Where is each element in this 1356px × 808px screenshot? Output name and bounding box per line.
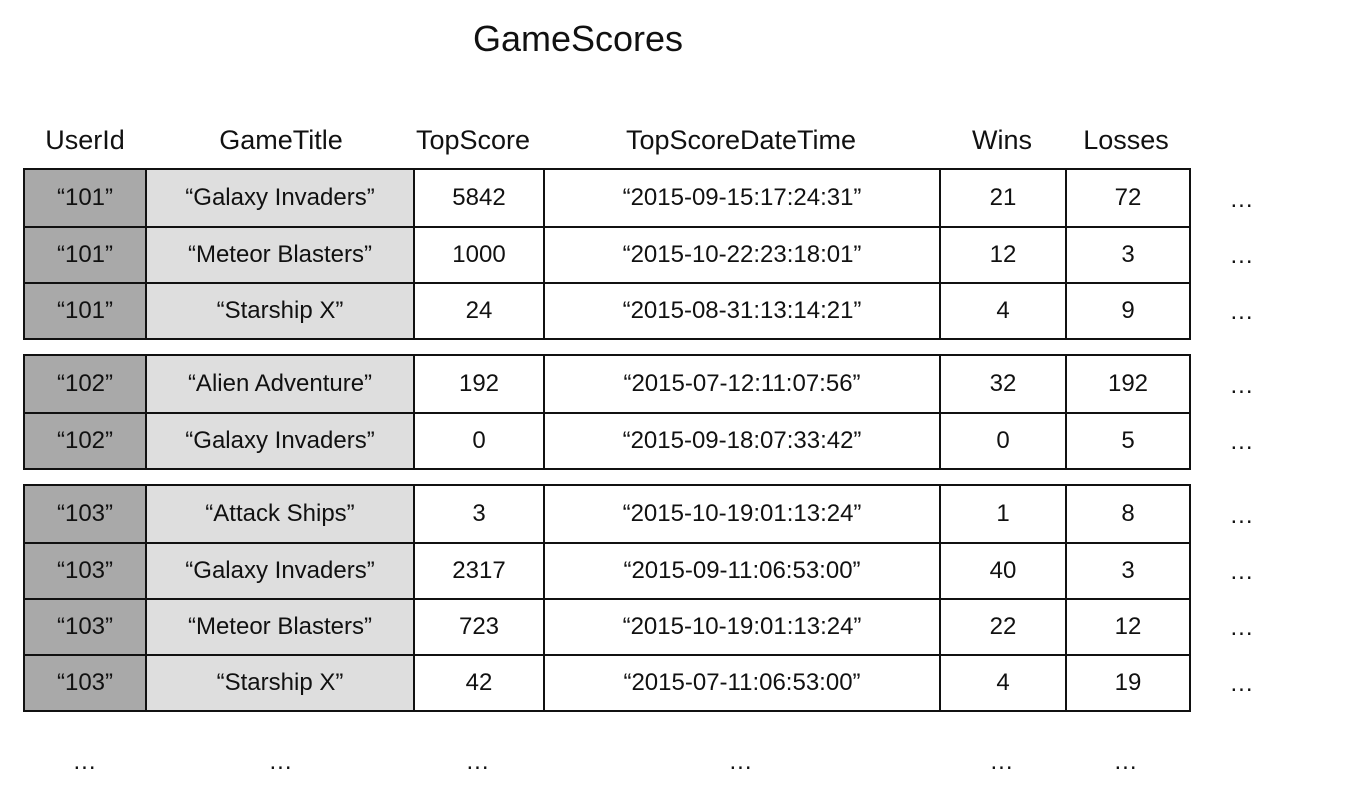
item-collection-3: “103” “Attack Ships” 3 “2015-10-19:01:13:24…: [23, 484, 1191, 712]
cell-userid: “101”: [25, 170, 147, 226]
row-ellipsis: ...: [1230, 502, 1254, 529]
cell-gametitle: “Alien Adventure”: [147, 356, 415, 412]
cell-topscore: 1000: [415, 228, 545, 282]
cell-topscore: 2317: [415, 544, 545, 598]
ellipsis: ...: [1114, 748, 1138, 775]
table-row: “103” “Attack Ships” 3 “2015-10-19:01:13:24…: [25, 486, 1189, 542]
row-ellipsis: ...: [1230, 614, 1254, 641]
cell-topscore: 42: [415, 656, 545, 710]
cell-wins: 21: [941, 170, 1067, 226]
cell-losses: 9: [1121, 297, 1135, 324]
cell-gametitle: “Galaxy Invaders”: [147, 544, 415, 598]
cell-topscoredatetime: “2015-08-31:13:14:21”: [545, 284, 941, 338]
cell-losses: 12: [1114, 613, 1142, 640]
item-collection-1: “101” “Galaxy Invaders” 5842 “2015-09-15:17…: [23, 168, 1191, 340]
cell-gametitle: “Galaxy Invaders”: [147, 414, 415, 468]
header-topscoredatetime: TopScoreDateTime: [625, 125, 857, 155]
row-ellipsis: ...: [1230, 670, 1254, 697]
cell-losses: 5: [1121, 427, 1135, 454]
row-ellipsis: ...: [1230, 186, 1254, 213]
ellipsis: ...: [269, 748, 293, 775]
cell-topscoredatetime: “2015-10-22:23:18:01”: [545, 228, 941, 282]
cell-wins: 0: [941, 414, 1067, 468]
cell-wins: 1: [941, 486, 1067, 542]
cell-losses: 192: [1107, 370, 1149, 397]
cell-userid: “102”: [25, 356, 147, 412]
ellipsis: ...: [990, 748, 1014, 775]
cell-topscoredatetime: “2015-09-11:06:53:00”: [545, 544, 941, 598]
cell-topscoredatetime: “2015-10-19:01:13:24”: [545, 486, 941, 542]
header-wins: Wins: [972, 125, 1032, 155]
cell-topscoredatetime: “2015-07-12:11:07:56”: [545, 356, 941, 412]
table-row: “101” “Starship X” 24 “2015-08-31:13:14:21”…: [25, 282, 1189, 338]
row-ellipsis: ...: [1230, 558, 1254, 585]
cell-userid: “103”: [25, 600, 147, 654]
row-ellipsis: ...: [1230, 242, 1254, 269]
header-userid: UserId: [45, 125, 125, 155]
cell-gametitle: “Galaxy Invaders”: [147, 170, 415, 226]
cell-topscoredatetime: “2015-09-15:17:24:31”: [545, 170, 941, 226]
cell-wins: 4: [941, 284, 1067, 338]
cell-userid: “102”: [25, 414, 147, 468]
cell-topscore: 0: [415, 414, 545, 468]
cell-gametitle: “Starship X”: [147, 284, 415, 338]
cell-losses: 19: [1114, 669, 1142, 696]
ellipsis: ...: [466, 748, 490, 775]
table-title: GameScores: [472, 18, 684, 59]
row-ellipsis: ...: [1230, 372, 1254, 399]
cell-losses: 72: [1114, 184, 1142, 211]
header-gametitle: GameTitle: [219, 125, 343, 155]
cell-userid: “103”: [25, 656, 147, 710]
cell-gametitle: “Meteor Blasters”: [147, 600, 415, 654]
cell-userid: “101”: [25, 284, 147, 338]
cell-wins: 22: [941, 600, 1067, 654]
table-row: “103” “Starship X” 42 “2015-07-11:06:53:00”…: [25, 654, 1189, 710]
table-row: “102” “Galaxy Invaders” 0 “2015-09-18:07:33…: [25, 412, 1189, 468]
cell-topscoredatetime: “2015-10-19:01:13:24”: [545, 600, 941, 654]
cell-userid: “101”: [25, 228, 147, 282]
row-ellipsis: ...: [1230, 428, 1254, 455]
ellipsis: ...: [729, 748, 753, 775]
cell-gametitle: “Starship X”: [147, 656, 415, 710]
ellipsis: ...: [73, 748, 97, 775]
cell-wins: 12: [941, 228, 1067, 282]
item-groups: “101” “Galaxy Invaders” 5842 “2015-09-15:17…: [23, 168, 1191, 726]
item-collection-2: “102” “Alien Adventure” 192 “2015-07-12:11:…: [23, 354, 1191, 470]
cell-wins: 32: [941, 356, 1067, 412]
cell-topscoredatetime: “2015-09-18:07:33:42”: [545, 414, 941, 468]
cell-userid: “103”: [25, 486, 147, 542]
cell-gametitle: “Meteor Blasters”: [147, 228, 415, 282]
cell-topscore: 192: [415, 356, 545, 412]
cell-topscore: 5842: [415, 170, 545, 226]
cell-losses: 3: [1121, 241, 1135, 268]
header-losses: Losses: [1083, 125, 1169, 155]
row-ellipsis: ...: [1230, 298, 1254, 325]
cell-wins: 40: [941, 544, 1067, 598]
table-row: “103” “Meteor Blasters” 723 “2015-10-19:01:…: [25, 598, 1189, 654]
cell-losses: 3: [1121, 557, 1135, 584]
table-row: “101” “Galaxy Invaders” 5842 “2015-09-15:17…: [25, 170, 1189, 226]
cell-topscoredatetime: “2015-07-11:06:53:00”: [545, 656, 941, 710]
cell-losses: 8: [1121, 500, 1135, 527]
table-row: “103” “Galaxy Invaders” 2317 “2015-09-11:06…: [25, 542, 1189, 598]
cell-gametitle: “Attack Ships”: [147, 486, 415, 542]
cell-wins: 4: [941, 656, 1067, 710]
cell-topscore: 723: [415, 600, 545, 654]
cell-userid: “103”: [25, 544, 147, 598]
table-row: “102” “Alien Adventure” 192 “2015-07-12:11:…: [25, 356, 1189, 412]
header-topscore: TopScore: [415, 125, 531, 155]
cell-topscore: 24: [415, 284, 545, 338]
cell-topscore: 3: [415, 486, 545, 542]
table-row: “101” “Meteor Blasters” 1000 “2015-10-22:23…: [25, 226, 1189, 282]
